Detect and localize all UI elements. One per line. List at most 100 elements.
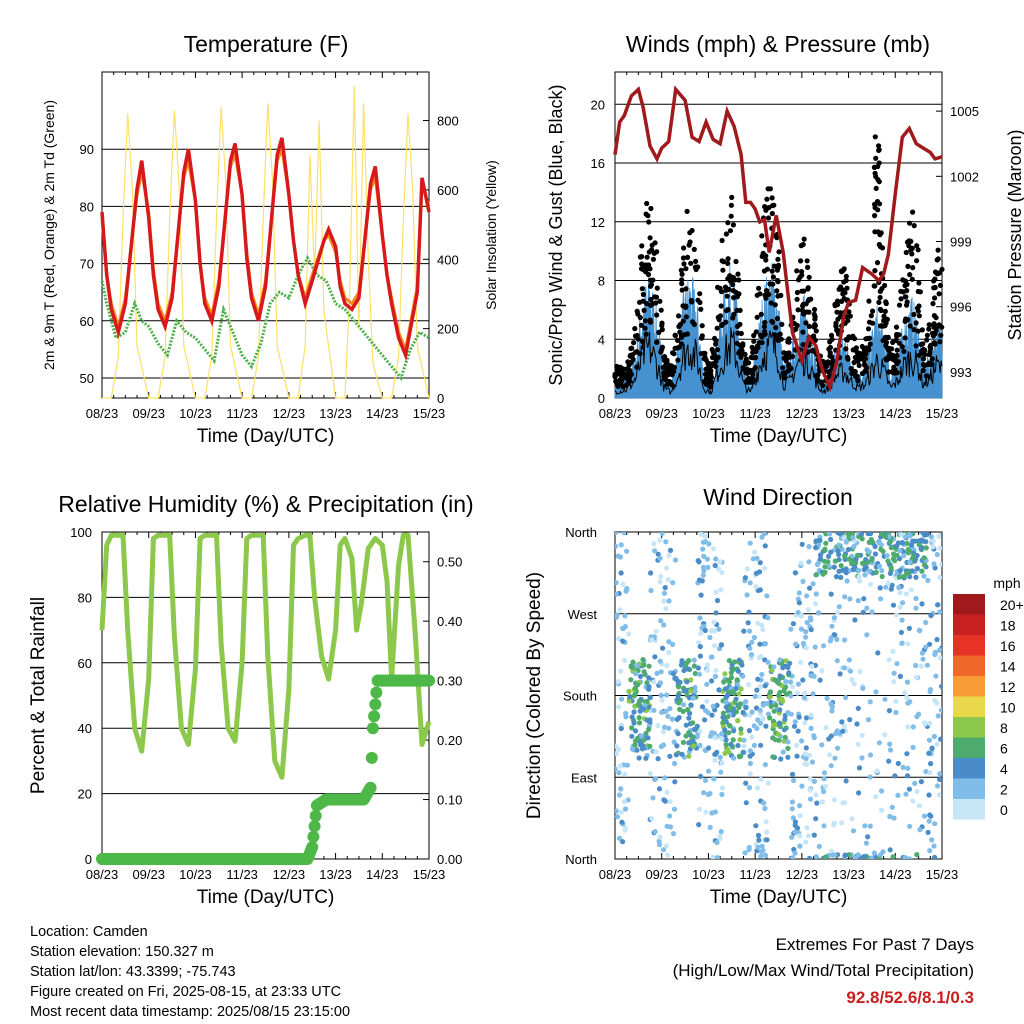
wind-direction-point (836, 551, 842, 558)
wind-direction-point (657, 834, 663, 840)
wind-direction-point (831, 797, 838, 803)
wind-direction-point (886, 708, 893, 714)
gust-point (683, 303, 689, 309)
wind-direction-point (622, 825, 629, 831)
gust-point (743, 370, 749, 376)
wind-direction-point (903, 791, 909, 797)
wind-direction-point (731, 755, 737, 761)
gust-point (848, 366, 854, 372)
gust-point (867, 341, 873, 347)
gust-point (648, 277, 654, 283)
wind-direction-point (895, 792, 901, 799)
gust-point (658, 307, 664, 313)
gust-point (701, 350, 707, 356)
wind-direction-point (803, 645, 810, 651)
wind-direction-point (923, 769, 929, 775)
legend-label: 16 (1000, 638, 1016, 654)
wind-direction-point (715, 566, 721, 572)
wind-direction-point (697, 644, 703, 650)
legend-label: 4 (1000, 761, 1008, 777)
wind-direction-point (929, 745, 935, 751)
chart-panel-4: 08/23 09/23 10/23 11/23 12/23 13/23 14/23 15/23… (524, 484, 1024, 908)
wind-direction-point (898, 532, 905, 538)
wind-direction-point (813, 538, 819, 544)
wind-direction-point (878, 596, 884, 602)
wind-direction-point (624, 762, 631, 768)
wind-direction-point (719, 731, 725, 737)
wind-direction-point (846, 852, 852, 858)
gust-point (751, 338, 757, 344)
gust-point (939, 266, 945, 272)
y-tick-label: 20 (78, 787, 92, 802)
gust-point (642, 318, 649, 324)
wind-direction-point (701, 568, 707, 574)
wind-direction-point (906, 786, 913, 792)
gust-point (868, 313, 874, 319)
wind-direction-point (675, 731, 681, 737)
wind-direction-point (660, 847, 667, 853)
wind-direction-point (823, 725, 829, 731)
wind-direction-point (808, 712, 814, 718)
x-tick-label: 14/23 (879, 867, 912, 882)
wind-direction-point (867, 699, 873, 705)
wind-direction-point (787, 660, 793, 666)
gust-point (642, 325, 648, 331)
wind-direction-point (859, 536, 865, 542)
wind-direction-point (701, 553, 707, 559)
gust-point (904, 299, 910, 305)
y-right-tick-label: 400 (437, 252, 459, 267)
wind-direction-point (632, 742, 638, 748)
wind-direction-point (709, 712, 715, 718)
wind-direction-point (664, 789, 670, 796)
wind-direction-point (679, 658, 685, 664)
gust-point (648, 205, 654, 212)
wind-direction-point (839, 719, 845, 725)
wind-direction-point (939, 683, 942, 689)
wind-direction-point (663, 708, 669, 714)
chart-title: Wind Direction (703, 484, 853, 510)
precip-point (365, 751, 378, 764)
wind-direction-point (658, 618, 664, 624)
wind-direction-point (888, 545, 895, 551)
gust-point (736, 350, 742, 356)
gust-point (713, 363, 719, 369)
gust-point (867, 335, 873, 341)
wind-direction-point (615, 613, 620, 619)
gust-point (920, 356, 927, 362)
gust-point (811, 333, 817, 339)
gust-point (719, 237, 725, 244)
wind-direction-point (657, 658, 663, 664)
wind-direction-point (632, 728, 639, 734)
wind-direction-point (887, 747, 894, 753)
gust-point (920, 367, 926, 374)
wind-direction-point (747, 645, 753, 651)
wind-direction-point (671, 806, 678, 812)
wind-direction-point (670, 671, 677, 677)
wind-direction-point (913, 662, 919, 669)
wind-direction-point (709, 810, 715, 816)
gust-point (872, 213, 878, 219)
gust-point (924, 332, 931, 338)
wind-direction-point (790, 815, 796, 821)
wind-direction-point (823, 783, 829, 790)
wind-direction-point (928, 613, 934, 619)
wind-direction-point (853, 856, 859, 859)
wind-direction-point (845, 532, 851, 537)
legend-swatch (953, 655, 985, 676)
gust-point (648, 296, 654, 303)
wind-direction-point (906, 625, 913, 631)
chart-panel-3: 08/23 09/23 10/23 11/23 12/23 13/23 14/23 15/23… (28, 491, 474, 908)
wind-direction-point (801, 695, 807, 701)
wind-direction-point (904, 694, 910, 701)
wind-direction-point (713, 589, 719, 595)
gust-point (890, 368, 896, 375)
wind-direction-point (803, 715, 810, 721)
wind-direction-point (615, 543, 619, 549)
gust-point (668, 369, 674, 375)
gust-point (671, 351, 677, 357)
gust-point (679, 281, 685, 287)
wind-direction-point (706, 768, 712, 774)
wind-direction-point (757, 707, 763, 713)
wind-direction-point (616, 746, 622, 753)
wind-direction-point (803, 839, 809, 845)
